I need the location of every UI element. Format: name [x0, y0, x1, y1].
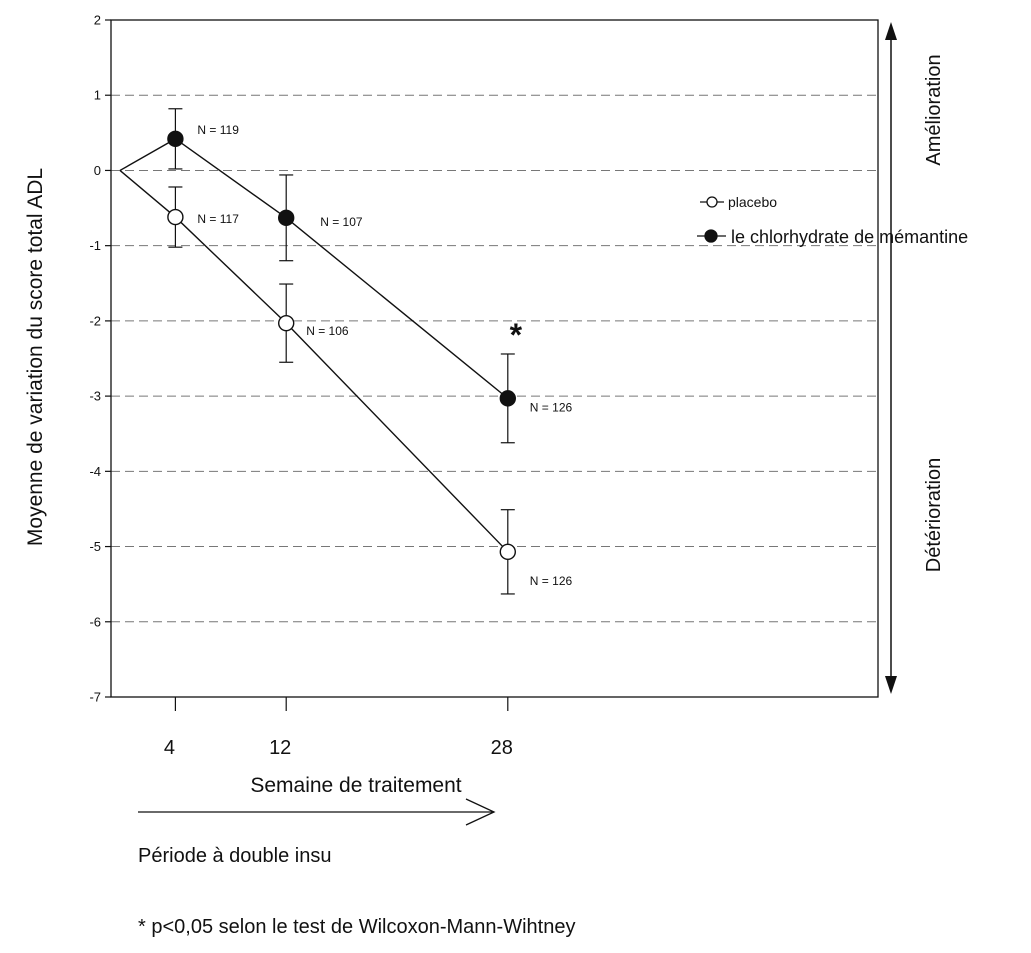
legend-label-placebo: placebo — [728, 194, 777, 210]
y-axis-title: Moyenne de variation du score total ADL — [24, 168, 47, 546]
legend-label-memantine: le chlorhydrate de mémantine — [731, 227, 968, 247]
data-point-open — [278, 314, 295, 332]
significance-star: * — [510, 317, 523, 353]
direction-arrow — [885, 22, 897, 694]
period-arrow — [138, 798, 496, 826]
x-tick-label: 12 — [269, 737, 291, 759]
legend-item-memantine: le chlorhydrate de mémantine — [697, 227, 968, 247]
y-tick-label: -1 — [89, 238, 101, 253]
deterioration-label: Détérioration — [923, 458, 945, 573]
grid-lines — [111, 94, 878, 623]
x-axis-title: Semaine de traitement — [250, 774, 461, 797]
data-point-open — [167, 208, 184, 226]
plot-frame — [110, 19, 879, 698]
legend: placebo le chlorhydrate de mémantine — [697, 194, 968, 247]
series-layer: N = 117 N = 106 N = 126 N = 119 N = 107 N = 1… — [119, 108, 573, 595]
data-point-filled — [167, 130, 184, 148]
n-label: N = 126 — [530, 574, 573, 588]
axes: 2 1 0 -1 -2 -3 -4 -5 -6 -7 4 12 28 — [89, 13, 879, 759]
legend-open-circle-icon — [706, 196, 718, 208]
x-tick-label: 4 — [164, 737, 175, 759]
y-tick-label: -2 — [89, 313, 101, 328]
data-point-open — [499, 543, 516, 561]
data-point-filled — [499, 390, 516, 407]
y-tick-label: 2 — [94, 13, 101, 28]
x-tick-label: 28 — [491, 737, 513, 759]
footnote: * p<0,05 selon le test de Wilcoxon-Mann-… — [138, 916, 575, 938]
n-label: N = 106 — [306, 324, 349, 338]
y-tick-label: -3 — [89, 389, 101, 404]
series-line-0 — [119, 169, 509, 553]
y-tick-label: -6 — [89, 614, 101, 629]
y-tick-label: 0 — [94, 163, 101, 178]
period-label: Période à double insu — [138, 845, 331, 867]
series-line-1 — [119, 138, 509, 399]
y-tick-label: -7 — [89, 690, 101, 705]
y-tick-label: -4 — [89, 464, 101, 479]
n-label: N = 107 — [320, 215, 363, 229]
n-label: N = 117 — [197, 212, 239, 226]
n-label: N = 126 — [530, 400, 573, 414]
y-tick-label: 1 — [94, 88, 101, 103]
data-point-filled — [278, 209, 295, 227]
improvement-label: Amélioration — [923, 54, 945, 165]
y-tick-label: -5 — [89, 539, 101, 554]
legend-item-placebo: placebo — [700, 194, 777, 210]
legend-filled-circle-icon — [704, 229, 718, 243]
n-label: N = 119 — [197, 123, 239, 137]
